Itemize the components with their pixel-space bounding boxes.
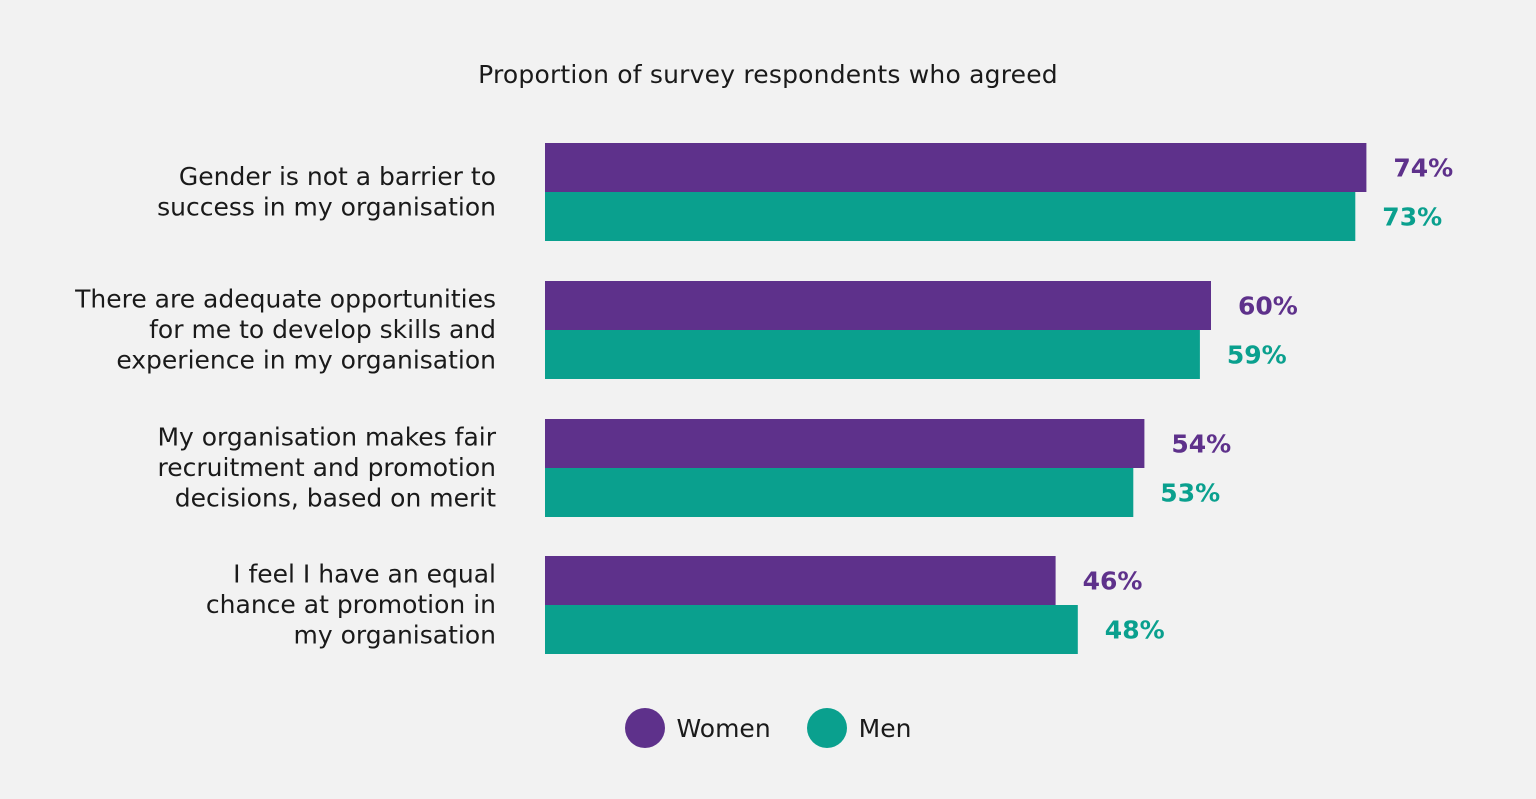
value-label-women-1: 60% <box>1238 292 1298 321</box>
value-label-men-0: 73% <box>1382 203 1442 232</box>
category-label-1-line-2: experience in my organisation <box>116 346 496 375</box>
bar-women-1 <box>545 281 1211 330</box>
category-label-1-line-0: There are adequate opportunities <box>74 285 496 314</box>
category-label-0-line-0: Gender is not a barrier to <box>179 162 496 191</box>
category-label-0-line-1: success in my organisation <box>157 192 496 221</box>
chart-title: Proportion of survey respondents who agr… <box>478 60 1058 89</box>
value-label-women-2: 54% <box>1171 430 1231 459</box>
legend-label-women: Women <box>676 713 771 743</box>
value-label-men-2: 53% <box>1160 479 1220 508</box>
bar-women-2 <box>545 419 1145 468</box>
value-label-women-0: 74% <box>1393 154 1453 183</box>
category-label-2-line-2: decisions, based on merit <box>175 484 496 513</box>
legend: Women Men <box>0 708 1536 748</box>
category-label-2-line-1: recruitment and promotion <box>158 453 496 482</box>
bar-men-0 <box>545 192 1356 241</box>
value-label-men-3: 48% <box>1105 616 1165 645</box>
legend-label-men: Men <box>858 713 912 743</box>
category-label-2-line-0: My organisation makes fair <box>157 423 496 452</box>
value-label-women-3: 46% <box>1083 567 1143 596</box>
legend-item-men: Men <box>806 708 912 748</box>
bar-men-3 <box>545 605 1078 654</box>
category-label-3-line-1: chance at promotion in <box>206 590 496 619</box>
bar-women-3 <box>545 556 1056 605</box>
bar-women-0 <box>545 143 1367 192</box>
value-label-men-1: 59% <box>1227 341 1287 370</box>
category-label-3-line-0: I feel I have an equal <box>233 560 496 589</box>
bar-men-1 <box>545 330 1200 379</box>
legend-item-women: Women <box>624 708 771 748</box>
legend-swatch-women <box>624 708 665 748</box>
legend-swatch-men <box>806 708 847 748</box>
bar-men-2 <box>545 468 1134 517</box>
category-label-3-line-2: my organisation <box>294 621 496 650</box>
category-label-1-line-1: for me to develop skills and <box>149 315 496 344</box>
